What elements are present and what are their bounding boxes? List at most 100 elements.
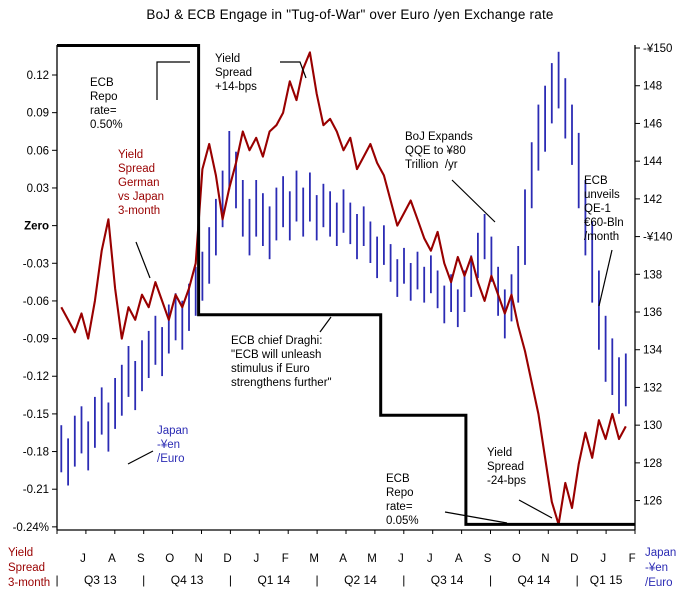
month-label: J bbox=[254, 553, 260, 565]
label-line: -¥en bbox=[645, 562, 669, 574]
ecb-repo-050-note-leader bbox=[156, 61, 190, 100]
annotation-line: 0.05% bbox=[386, 515, 419, 527]
right-tick-label: 148 bbox=[643, 81, 662, 93]
month-label: O bbox=[165, 553, 174, 565]
left-tick-label: 0.12 bbox=[27, 70, 49, 82]
right-tick-label: 130 bbox=[643, 420, 662, 432]
right-tick-label: 126 bbox=[643, 496, 662, 508]
annotation-line: Spread bbox=[118, 163, 156, 175]
ecb-qe1-note-leader bbox=[598, 249, 613, 307]
right-tick-label: 144 bbox=[643, 156, 663, 168]
label-line: /Euro bbox=[645, 577, 673, 589]
spread-series-label-leader bbox=[135, 241, 151, 279]
quarter-label: Q4 13 bbox=[171, 573, 204, 587]
month-label: N bbox=[541, 553, 549, 565]
annotation-line: Spread bbox=[215, 67, 253, 79]
month-label: A bbox=[455, 553, 463, 565]
annotation-line: 0.50% bbox=[90, 119, 123, 131]
annotation-line: rate= bbox=[90, 105, 117, 117]
right-tick-label: 134 bbox=[643, 345, 663, 357]
month-label: D bbox=[570, 553, 578, 565]
right-axis-series-label: Japan -¥en /Euro bbox=[645, 546, 676, 591]
right-tick-label: 146 bbox=[643, 118, 662, 130]
chart-title: BoJ & ECB Engage in "Tug-of-War" over Eu… bbox=[146, 7, 554, 22]
annotation-line: vs Japan bbox=[118, 191, 165, 203]
axis-labels: 0.12 0.09 0.06 0.03 Zero -0.03 -0.06 -0.09 -0.12… bbox=[13, 43, 673, 587]
boj-qqe-note: BoJ Expands QQE to ¥80 Trillion /yr bbox=[405, 130, 473, 172]
axis-ticks bbox=[52, 47, 640, 534]
left-tick-label: -0.24% bbox=[13, 522, 49, 534]
annotation-line: Yield bbox=[487, 447, 513, 459]
left-tick-label: 0.03 bbox=[27, 183, 49, 195]
annotation-line: Spread bbox=[487, 461, 525, 473]
annotation-line: German bbox=[118, 177, 160, 189]
spread-trough-note: Yield Spread -24-bps bbox=[487, 446, 526, 488]
repo-step-line bbox=[57, 44, 635, 526]
ecb-qe1-note: ECB unveils QE-1 €60-Bln/month bbox=[584, 174, 624, 244]
label-line: 3-month bbox=[8, 577, 51, 589]
yen-range-bars bbox=[60, 51, 627, 486]
right-tick-label: -¥140 bbox=[643, 232, 672, 244]
spread-peak-note-leader bbox=[280, 61, 307, 79]
draghi-quote-note: ECB chief Draghi: "ECB will unleash stimul… bbox=[231, 334, 332, 390]
label-line: Japan bbox=[645, 547, 677, 559]
quarter-label: Q3 13 bbox=[84, 573, 117, 587]
annotation-line: /Euro bbox=[157, 453, 185, 465]
right-tick-label: -¥150 bbox=[643, 43, 672, 55]
month-label: J bbox=[80, 553, 86, 565]
month-label: S bbox=[137, 553, 145, 565]
annotation-line: stimulus if Euro bbox=[231, 363, 310, 375]
right-tick-label: 138 bbox=[643, 269, 662, 281]
annotation-line: ECB bbox=[584, 175, 608, 187]
month-label: N bbox=[194, 553, 202, 565]
month-label: M bbox=[367, 553, 377, 565]
quarter-label: Q4 14 bbox=[518, 573, 551, 587]
quarter-label: Q1 15 bbox=[590, 573, 623, 587]
annotation-line: QE-1 bbox=[584, 203, 611, 215]
month-label: J bbox=[427, 553, 433, 565]
right-tick-label: 128 bbox=[643, 458, 662, 470]
left-tick-label: 0.09 bbox=[27, 108, 49, 120]
label-line: Yield bbox=[8, 547, 34, 559]
annotation-line: strengthens further" bbox=[231, 377, 332, 389]
yen-series-label-leader bbox=[127, 450, 154, 465]
plot-frame bbox=[56, 45, 636, 531]
left-tick-label: -0.15 bbox=[23, 409, 49, 421]
right-tick-label: 142 bbox=[643, 194, 662, 206]
left-tick-label: 0.06 bbox=[27, 145, 49, 157]
quarter-separator: | bbox=[229, 573, 232, 587]
month-label: A bbox=[339, 553, 347, 565]
month-label: F bbox=[282, 553, 289, 565]
annotation-line: Repo bbox=[90, 91, 118, 103]
annotation-line: ECB bbox=[90, 77, 114, 89]
quarter-label: Q3 14 bbox=[431, 573, 464, 587]
month-label: S bbox=[484, 553, 492, 565]
annotation-line: BoJ Expands bbox=[405, 131, 473, 143]
month-label: M bbox=[309, 553, 319, 565]
spread-peak-note: Yield Spread +14-bps bbox=[215, 52, 257, 94]
quarter-separator: | bbox=[55, 573, 58, 587]
left-axis-series-label: Yield Spread 3-month bbox=[8, 546, 50, 591]
annotation-line: +14-bps bbox=[215, 81, 257, 93]
annotation-line: €60-Bln bbox=[584, 217, 624, 229]
boj-qqe-note-leader bbox=[451, 179, 496, 223]
right-tick-label: 136 bbox=[643, 307, 662, 319]
yen-series-label: Japan -¥en/Euro bbox=[157, 424, 188, 466]
annotation-line: rate= bbox=[386, 501, 413, 513]
annotation-line: unveils bbox=[584, 189, 620, 201]
left-tick-label: -0.09 bbox=[23, 334, 49, 346]
annotation-line: 3-month bbox=[118, 205, 161, 217]
left-tick-label: -0.12 bbox=[23, 371, 49, 383]
annotation-line: QQE to ¥80 bbox=[405, 145, 466, 157]
spread-series-label: Yield Spread German vs Japan 3-month bbox=[118, 148, 164, 218]
quarter-label: Q2 14 bbox=[344, 573, 377, 587]
annotation-line: Repo bbox=[386, 487, 414, 499]
ecb-repo-005-note-leader bbox=[444, 511, 508, 524]
month-label: J bbox=[600, 553, 606, 565]
quarter-separator: | bbox=[576, 573, 579, 587]
ecb-repo-050-note: ECB Repo rate= 0.50% bbox=[90, 76, 123, 132]
annotation-line: ECB chief Draghi: bbox=[231, 335, 323, 347]
month-label: F bbox=[629, 553, 636, 565]
